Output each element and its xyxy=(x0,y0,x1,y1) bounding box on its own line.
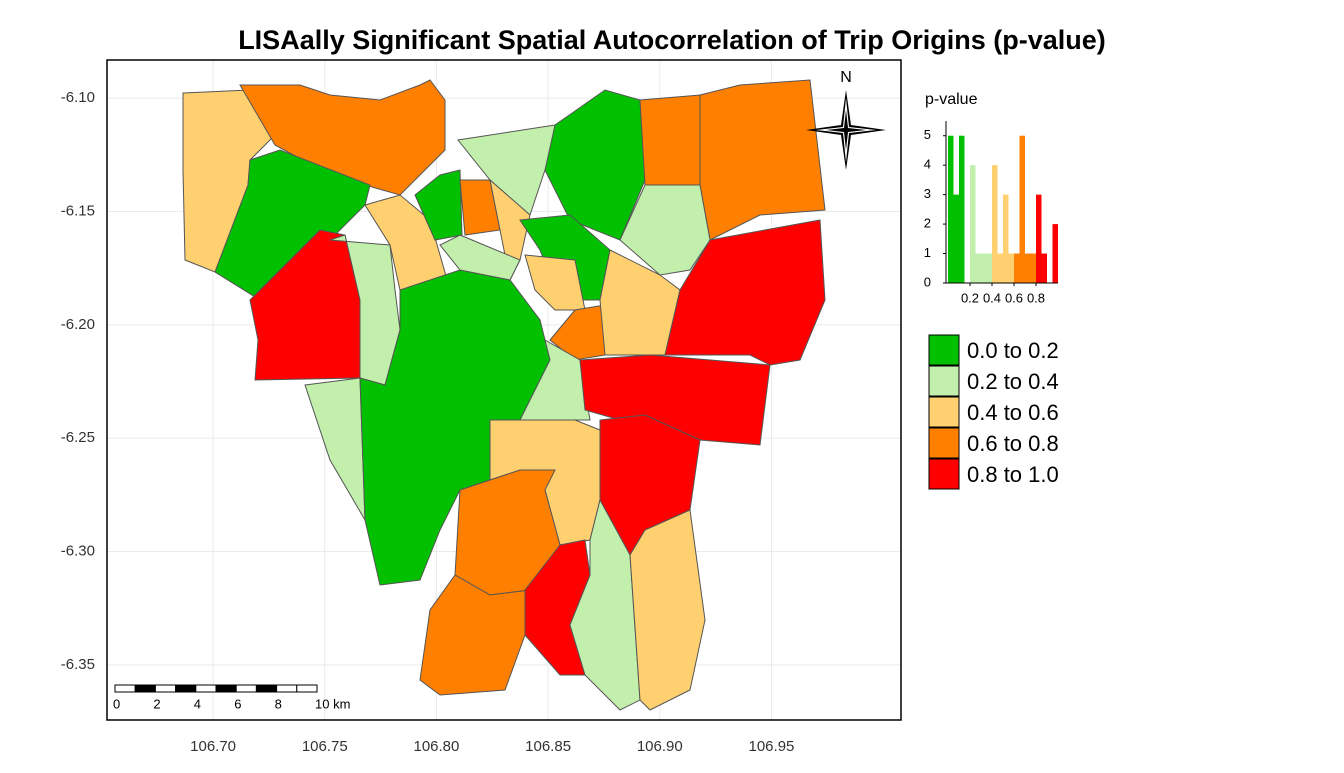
legend-label: 0.4 to 0.6 xyxy=(967,400,1059,425)
legend-label: 0.0 to 0.2 xyxy=(967,338,1059,363)
hist-bar xyxy=(970,165,976,283)
scale-label: 10 km xyxy=(315,696,350,711)
legend-swatch xyxy=(928,365,960,397)
scale-segment xyxy=(235,684,257,693)
scale-segment xyxy=(215,684,237,693)
legend-label: 0.8 to 1.0 xyxy=(967,462,1059,487)
hist-bar xyxy=(959,135,965,283)
scale-segment xyxy=(154,684,177,693)
hist-bar xyxy=(953,194,959,283)
hist-x-tick-label: 0.8 xyxy=(1027,290,1045,305)
hist-y-tick-label: 5 xyxy=(924,127,931,142)
region xyxy=(619,184,711,276)
scale-segment xyxy=(276,684,298,693)
hist-y-tick-label: 1 xyxy=(924,245,931,260)
region xyxy=(359,269,551,586)
x-tick-label: 106.75 xyxy=(302,738,348,755)
hist-bar xyxy=(1014,253,1020,283)
legend-swatch xyxy=(928,427,960,459)
region xyxy=(629,509,706,711)
legend-label: 0.2 to 0.4 xyxy=(967,369,1059,394)
region xyxy=(544,89,646,241)
x-tick-label: 106.70 xyxy=(190,738,236,755)
map-frame xyxy=(106,59,902,721)
scale-label: 6 xyxy=(234,696,241,711)
y-tick-label: -6.30 xyxy=(61,543,95,560)
region xyxy=(524,254,586,311)
hist-bar xyxy=(1019,135,1025,283)
region xyxy=(419,574,531,696)
y-tick-label: -6.15 xyxy=(61,202,95,219)
legend-swatch xyxy=(928,396,960,428)
map xyxy=(107,60,901,720)
hist-y-tick-label: 0 xyxy=(924,274,931,289)
hist-bar xyxy=(1036,194,1042,283)
hist-bar xyxy=(1025,253,1031,283)
hist-bar xyxy=(975,253,981,283)
scale-segment xyxy=(134,684,156,693)
hist-y-tick-label: 4 xyxy=(924,157,931,172)
region xyxy=(439,234,521,281)
legend-title: p-value xyxy=(925,91,978,108)
scale-label: 2 xyxy=(153,696,160,711)
hist-x-tick-label: 0.2 xyxy=(961,290,979,305)
legend-swatch xyxy=(928,334,960,366)
scale-label: 8 xyxy=(275,696,282,711)
scale-segment xyxy=(175,684,197,693)
north-arrow-core xyxy=(826,110,866,150)
hist-bar xyxy=(997,253,1003,283)
legend-label: 0.6 to 0.8 xyxy=(967,431,1059,456)
hist-bar xyxy=(1052,224,1058,283)
hist-bar xyxy=(992,165,998,283)
region xyxy=(639,94,701,186)
hist-y-tick-label: 2 xyxy=(924,216,931,231)
north-label: N xyxy=(840,69,852,86)
x-tick-label: 106.80 xyxy=(413,738,459,755)
hist-bar xyxy=(1041,253,1047,283)
scale-segment xyxy=(255,684,278,693)
scale-segment xyxy=(195,684,217,693)
hist-bar xyxy=(981,253,987,283)
x-tick-label: 106.95 xyxy=(749,738,795,755)
hist-x-tick-label: 0.4 xyxy=(983,290,1001,305)
x-tick-label: 106.85 xyxy=(525,738,571,755)
hist-y-tick-label: 3 xyxy=(924,186,931,201)
legend-swatch xyxy=(928,458,960,490)
scale-label: 4 xyxy=(194,696,201,711)
region xyxy=(699,79,826,241)
y-tick-label: -6.10 xyxy=(61,89,95,106)
y-tick-label: -6.25 xyxy=(61,429,95,446)
scale-label: 0 xyxy=(113,696,120,711)
title: LISAally Significant Spatial Autocorrela… xyxy=(238,25,1106,55)
y-tick-label: -6.20 xyxy=(61,316,95,333)
region xyxy=(304,377,366,521)
scale-segment xyxy=(296,684,318,693)
scale-segment xyxy=(114,684,136,693)
region xyxy=(569,498,641,711)
hist-x-tick-label: 0.6 xyxy=(1005,290,1023,305)
region xyxy=(414,169,463,241)
y-tick-label: -6.35 xyxy=(61,656,95,673)
x-tick-label: 106.90 xyxy=(637,738,683,755)
hist-bar xyxy=(948,135,954,283)
hist-bar xyxy=(1003,194,1009,283)
hist-bar xyxy=(1008,253,1014,283)
hist-bar xyxy=(1030,253,1036,283)
hist-bar xyxy=(986,253,992,283)
